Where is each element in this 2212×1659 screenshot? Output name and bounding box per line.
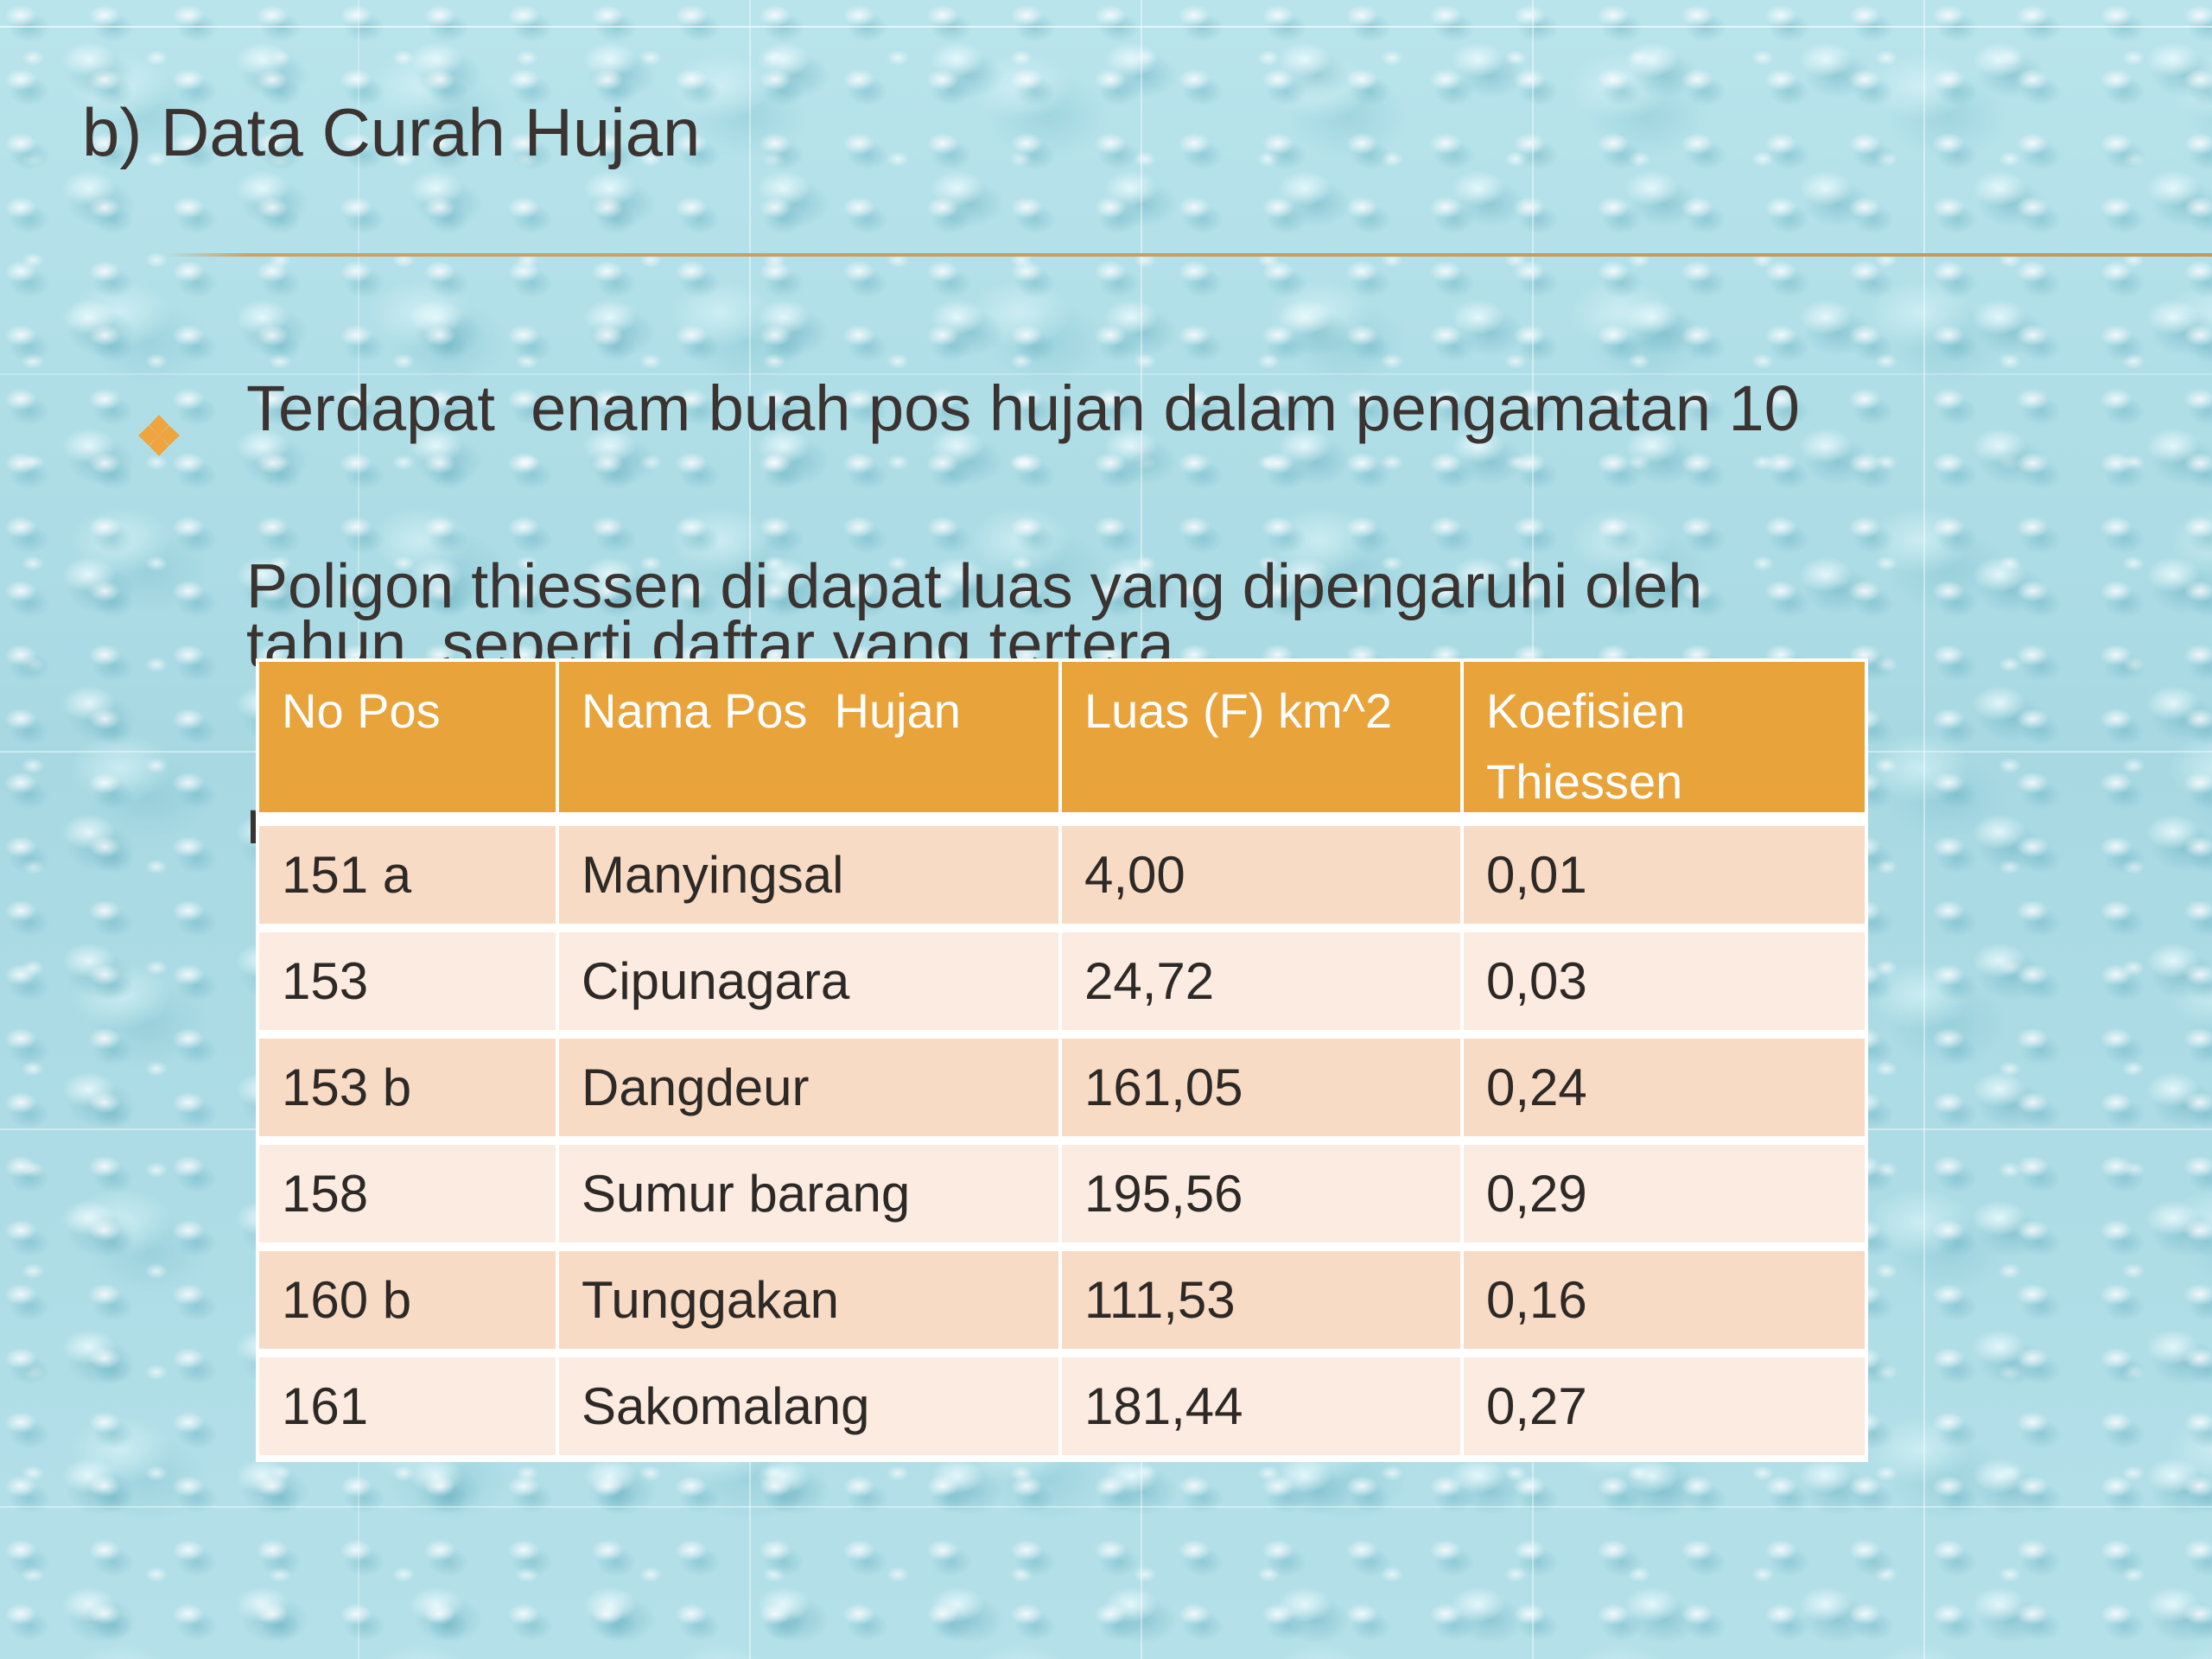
table-cell: 161,05 <box>1062 1039 1460 1136</box>
page-title: b) Data Curah Hujan <box>82 94 701 170</box>
table-cell: Cipunagara <box>559 932 1058 1030</box>
table-cell: 158 <box>259 1145 556 1243</box>
table-header-luas: Luas (F) km^2 <box>1062 662 1460 812</box>
table-cell: 24,72 <box>1062 932 1460 1030</box>
table-cell: Dangdeur <box>559 1039 1058 1136</box>
intro-paragraph-line1: Terdapat enam buah pos hujan dalam penga… <box>246 372 1800 444</box>
table-cell: 0,16 <box>1464 1251 1865 1349</box>
table-cell: 0,01 <box>1464 826 1865 924</box>
table-cell: 160 b <box>259 1251 556 1349</box>
table-cell: 0,03 <box>1464 932 1865 1030</box>
table-cell: 0,29 <box>1464 1145 1865 1243</box>
table-cell: 0,24 <box>1464 1039 1865 1136</box>
table-cell: 153 <box>259 932 556 1030</box>
rainfall-table: No Pos Nama Pos Hujan Luas (F) km^2 Koef… <box>256 658 1868 1462</box>
table-body: 151 a Manyingsal 4,00 0,01 153 Cipunagar… <box>259 826 1865 1455</box>
table-cell: Sakomalang <box>559 1357 1058 1455</box>
texture-seam-horizontal <box>0 26 2212 28</box>
table-cell: 151 a <box>259 826 556 924</box>
diamond-bullet-icon <box>138 415 180 456</box>
table-cell: 111,53 <box>1062 1251 1460 1349</box>
table-cell: 4,00 <box>1062 826 1460 924</box>
texture-seam-horizontal <box>0 373 2212 375</box>
table-cell: Tunggakan <box>559 1251 1058 1349</box>
intro-paragraph: Terdapat enam buah pos hujan dalam penga… <box>246 212 1800 841</box>
table-cell: Sumur barang <box>559 1145 1058 1243</box>
table-cell: 181,44 <box>1062 1357 1460 1455</box>
table-cell: 195,56 <box>1062 1145 1460 1243</box>
table-header-koefisien: Koefisien Thiessen <box>1464 662 1865 812</box>
table-cell: 153 b <box>259 1039 556 1136</box>
table-cell: 0,27 <box>1464 1357 1865 1455</box>
table-header-no-pos: No Pos <box>259 662 556 812</box>
table-header-row: No Pos Nama Pos Hujan Luas (F) km^2 Koef… <box>259 662 1865 812</box>
table-cell: 161 <box>259 1357 556 1455</box>
table-header-nama-pos: Nama Pos Hujan <box>559 662 1058 812</box>
bullet-text-line1: Poligon thiessen di dapat luas yang dipe… <box>246 552 1703 621</box>
table-cell: Manyingsal <box>559 826 1058 924</box>
decorative-divider-line <box>164 253 2212 257</box>
texture-seam-horizontal <box>0 1506 2212 1508</box>
texture-seam-vertical <box>1923 0 1925 1659</box>
